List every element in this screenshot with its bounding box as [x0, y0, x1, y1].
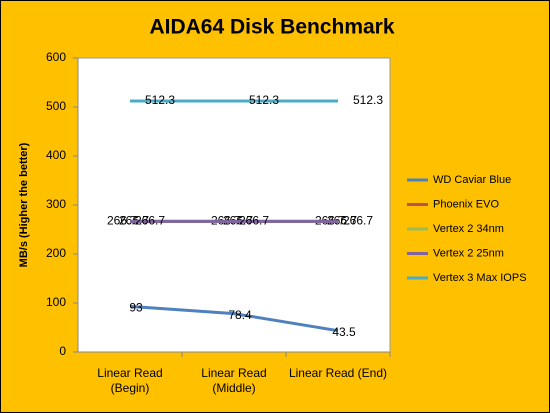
data-label: 512.3: [145, 93, 175, 107]
data-label: 266.7: [135, 213, 165, 227]
y-tick-label: 400: [46, 148, 66, 162]
y-axis-label: MB/s (Higher the better): [18, 142, 30, 267]
chart-title: AIDA64 Disk Benchmark: [149, 16, 394, 39]
x-tick-label: Linear Read (End): [288, 366, 388, 380]
legend-label: Phoenix EVO: [433, 198, 499, 210]
x-tick-label: Linear Read (Begin): [97, 366, 163, 395]
data-label: 266.7: [343, 213, 373, 227]
legend-label: WD Caviar Blue: [433, 174, 511, 186]
y-tick-label: 500: [46, 99, 66, 113]
y-tick-label: 600: [46, 50, 66, 64]
y-tick-label: 300: [46, 197, 66, 211]
data-label: 78.4: [228, 308, 252, 322]
data-label: 266.7: [327, 213, 357, 227]
y-tick-label: 0: [59, 344, 66, 358]
data-label: 43.5: [332, 325, 356, 339]
y-tick-label: 100: [46, 295, 66, 309]
series-line: [129, 304, 339, 333]
data-label: 266.7: [107, 213, 137, 227]
legend-label: Vertex 2 25nm: [433, 247, 504, 259]
legend-label: Vertex 3 Max IOPS: [433, 272, 527, 284]
legend-label: Vertex 2 34nm: [433, 223, 504, 235]
data-label: 512.3: [249, 93, 279, 107]
plot-area: [77, 57, 391, 353]
data-label: 512.3: [353, 93, 383, 107]
y-tick-label: 200: [46, 246, 66, 260]
data-label: 266.7: [239, 213, 269, 227]
x-tick-label: Linear Read (Middle): [201, 366, 267, 395]
data-label: 93: [129, 301, 143, 315]
